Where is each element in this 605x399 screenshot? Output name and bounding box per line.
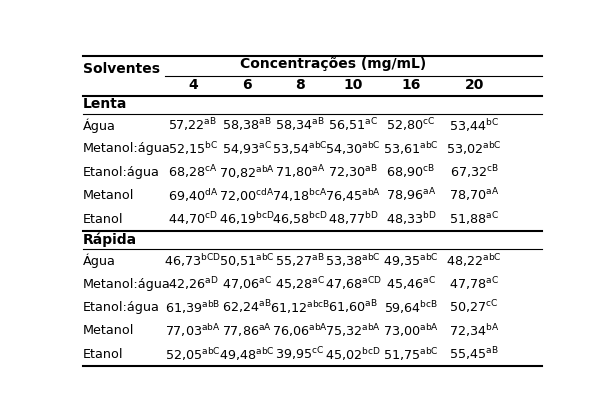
Text: Água: Água xyxy=(83,119,116,133)
Text: 51,75$^{\mathregular{abC}}$: 51,75$^{\mathregular{abC}}$ xyxy=(383,346,439,363)
Text: 69,40$^{\mathregular{dA}}$: 69,40$^{\mathregular{dA}}$ xyxy=(168,187,218,204)
Text: 77,03$^{\mathregular{abA}}$: 77,03$^{\mathregular{abA}}$ xyxy=(165,322,221,339)
Text: Solventes: Solventes xyxy=(83,62,160,76)
Text: 55,27$^{\mathregular{aB}}$: 55,27$^{\mathregular{aB}}$ xyxy=(275,252,324,270)
Text: 67,32$^{\mathregular{cB}}$: 67,32$^{\mathregular{cB}}$ xyxy=(450,164,499,181)
Text: 53,38$^{\mathregular{abC}}$: 53,38$^{\mathregular{abC}}$ xyxy=(325,252,381,269)
Text: Metanol: Metanol xyxy=(83,324,134,337)
Text: 52,80$^{\mathregular{cC}}$: 52,80$^{\mathregular{cC}}$ xyxy=(386,117,436,134)
Text: 70,82$^{\mathregular{abA}}$: 70,82$^{\mathregular{abA}}$ xyxy=(219,164,275,181)
Text: 72,34$^{\mathregular{bA}}$: 72,34$^{\mathregular{bA}}$ xyxy=(449,322,499,339)
Text: Lenta: Lenta xyxy=(83,97,127,111)
Text: 48,22$^{\mathregular{abC}}$: 48,22$^{\mathregular{abC}}$ xyxy=(446,252,502,269)
Text: 58,38$^{\mathregular{aB}}$: 58,38$^{\mathregular{aB}}$ xyxy=(222,117,272,134)
Text: 45,28$^{\mathregular{aC}}$: 45,28$^{\mathregular{aC}}$ xyxy=(275,275,325,293)
Text: 54,30$^{\mathregular{abC}}$: 54,30$^{\mathregular{abC}}$ xyxy=(325,140,381,158)
Text: 51,88$^{\mathregular{aC}}$: 51,88$^{\mathregular{aC}}$ xyxy=(450,210,499,228)
Text: 52,15$^{\mathregular{bC}}$: 52,15$^{\mathregular{bC}}$ xyxy=(168,140,218,158)
Text: 48,33$^{\mathregular{bD}}$: 48,33$^{\mathregular{bD}}$ xyxy=(385,211,436,227)
Text: 47,78$^{\mathregular{aC}}$: 47,78$^{\mathregular{aC}}$ xyxy=(450,275,499,293)
Text: 62,24$^{\mathregular{aB}}$: 62,24$^{\mathregular{aB}}$ xyxy=(222,299,272,316)
Text: 53,54$^{\mathregular{abC}}$: 53,54$^{\mathregular{abC}}$ xyxy=(272,140,327,158)
Text: 78,70$^{\mathregular{aA}}$: 78,70$^{\mathregular{aA}}$ xyxy=(449,187,499,204)
Text: 50,27$^{\mathregular{cC}}$: 50,27$^{\mathregular{cC}}$ xyxy=(450,299,499,316)
Text: 8: 8 xyxy=(295,78,305,92)
Text: 57,22$^{\mathregular{aB}}$: 57,22$^{\mathregular{aB}}$ xyxy=(168,117,217,134)
Text: 78,96$^{\mathregular{aA}}$: 78,96$^{\mathregular{aA}}$ xyxy=(386,187,436,204)
Text: 76,06$^{\mathregular{abA}}$: 76,06$^{\mathregular{abA}}$ xyxy=(272,322,328,339)
Text: 49,48$^{\mathregular{abC}}$: 49,48$^{\mathregular{abC}}$ xyxy=(219,346,275,363)
Text: 76,45$^{\mathregular{abA}}$: 76,45$^{\mathregular{abA}}$ xyxy=(325,187,381,204)
Text: 55,45$^{\mathregular{aB}}$: 55,45$^{\mathregular{aB}}$ xyxy=(450,346,499,363)
Text: Concentrações (mg/mL): Concentrações (mg/mL) xyxy=(240,57,427,71)
Text: 61,12$^{\mathregular{abcB}}$: 61,12$^{\mathregular{abcB}}$ xyxy=(270,299,330,316)
Text: 54,93$^{\mathregular{aC}}$: 54,93$^{\mathregular{aC}}$ xyxy=(222,140,272,158)
Text: 58,34$^{\mathregular{aB}}$: 58,34$^{\mathregular{aB}}$ xyxy=(275,117,324,134)
Text: 46,58$^{\mathregular{bcD}}$: 46,58$^{\mathregular{bcD}}$ xyxy=(272,211,327,227)
Text: 68,28$^{\mathregular{cA}}$: 68,28$^{\mathregular{cA}}$ xyxy=(168,164,218,181)
Text: 71,80$^{\mathregular{aA}}$: 71,80$^{\mathregular{aA}}$ xyxy=(275,164,325,181)
Text: Água: Água xyxy=(83,253,116,268)
Text: 4: 4 xyxy=(188,78,198,92)
Text: 53,44$^{\mathregular{bC}}$: 53,44$^{\mathregular{bC}}$ xyxy=(449,117,499,134)
Text: 47,06$^{\mathregular{aC}}$: 47,06$^{\mathregular{aC}}$ xyxy=(222,275,272,293)
Text: 73,00$^{\mathregular{abA}}$: 73,00$^{\mathregular{abA}}$ xyxy=(383,322,439,339)
Text: 48,77$^{\mathregular{bD}}$: 48,77$^{\mathregular{bD}}$ xyxy=(328,211,378,227)
Text: 68,90$^{\mathregular{cB}}$: 68,90$^{\mathregular{cB}}$ xyxy=(387,164,436,181)
Text: 45,46$^{\mathregular{aC}}$: 45,46$^{\mathregular{aC}}$ xyxy=(386,275,436,293)
Text: 59,64$^{\mathregular{bcB}}$: 59,64$^{\mathregular{bcB}}$ xyxy=(384,299,438,316)
Text: 56,51$^{\mathregular{aC}}$: 56,51$^{\mathregular{aC}}$ xyxy=(329,117,378,134)
Text: 75,32$^{\mathregular{abA}}$: 75,32$^{\mathregular{abA}}$ xyxy=(325,322,381,339)
Text: 61,60$^{\mathregular{aB}}$: 61,60$^{\mathregular{aB}}$ xyxy=(329,299,378,316)
Text: 77,86$^{\mathregular{aA}}$: 77,86$^{\mathregular{aA}}$ xyxy=(222,322,272,340)
Text: 49,35$^{\mathregular{abC}}$: 49,35$^{\mathregular{abC}}$ xyxy=(383,252,439,269)
Text: Metanol:água: Metanol:água xyxy=(83,142,171,156)
Text: 20: 20 xyxy=(465,78,484,92)
Text: 6: 6 xyxy=(242,78,252,92)
Text: 46,19$^{\mathregular{bcD}}$: 46,19$^{\mathregular{bcD}}$ xyxy=(219,211,275,227)
Text: 50,51$^{\mathregular{abC}}$: 50,51$^{\mathregular{abC}}$ xyxy=(219,252,275,269)
Text: 42,26$^{\mathregular{aD}}$: 42,26$^{\mathregular{aD}}$ xyxy=(168,275,218,293)
Text: 53,61$^{\mathregular{abC}}$: 53,61$^{\mathregular{abC}}$ xyxy=(383,140,439,158)
Text: Etanol: Etanol xyxy=(83,348,123,361)
Text: 10: 10 xyxy=(344,78,363,92)
Text: 16: 16 xyxy=(401,78,420,92)
Text: 45,02$^{\mathregular{bcD}}$: 45,02$^{\mathregular{bcD}}$ xyxy=(325,346,381,363)
Text: Rápida: Rápida xyxy=(83,232,137,247)
Text: 47,68$^{\mathregular{aCD}}$: 47,68$^{\mathregular{aCD}}$ xyxy=(325,275,382,293)
Text: 44,70$^{\mathregular{cD}}$: 44,70$^{\mathregular{cD}}$ xyxy=(168,210,218,228)
Text: Etanol: Etanol xyxy=(83,213,123,225)
Text: Metanol:água: Metanol:água xyxy=(83,278,171,290)
Text: Etanol:água: Etanol:água xyxy=(83,301,160,314)
Text: 72,00$^{\mathregular{cdA}}$: 72,00$^{\mathregular{cdA}}$ xyxy=(219,187,275,204)
Text: 61,39$^{\mathregular{abB}}$: 61,39$^{\mathregular{abB}}$ xyxy=(165,299,220,316)
Text: 39,95$^{\mathregular{cC}}$: 39,95$^{\mathregular{cC}}$ xyxy=(275,346,324,363)
Text: 53,02$^{\mathregular{abC}}$: 53,02$^{\mathregular{abC}}$ xyxy=(446,140,502,158)
Text: 72,30$^{\mathregular{aB}}$: 72,30$^{\mathregular{aB}}$ xyxy=(329,164,378,181)
Text: Metanol: Metanol xyxy=(83,189,134,202)
Text: 74,18$^{\mathregular{bcA}}$: 74,18$^{\mathregular{bcA}}$ xyxy=(272,187,327,204)
Text: 46,73$^{\mathregular{bCD}}$: 46,73$^{\mathregular{bCD}}$ xyxy=(165,252,221,269)
Text: Etanol:água: Etanol:água xyxy=(83,166,160,179)
Text: 52,05$^{\mathregular{abC}}$: 52,05$^{\mathregular{abC}}$ xyxy=(165,346,221,363)
